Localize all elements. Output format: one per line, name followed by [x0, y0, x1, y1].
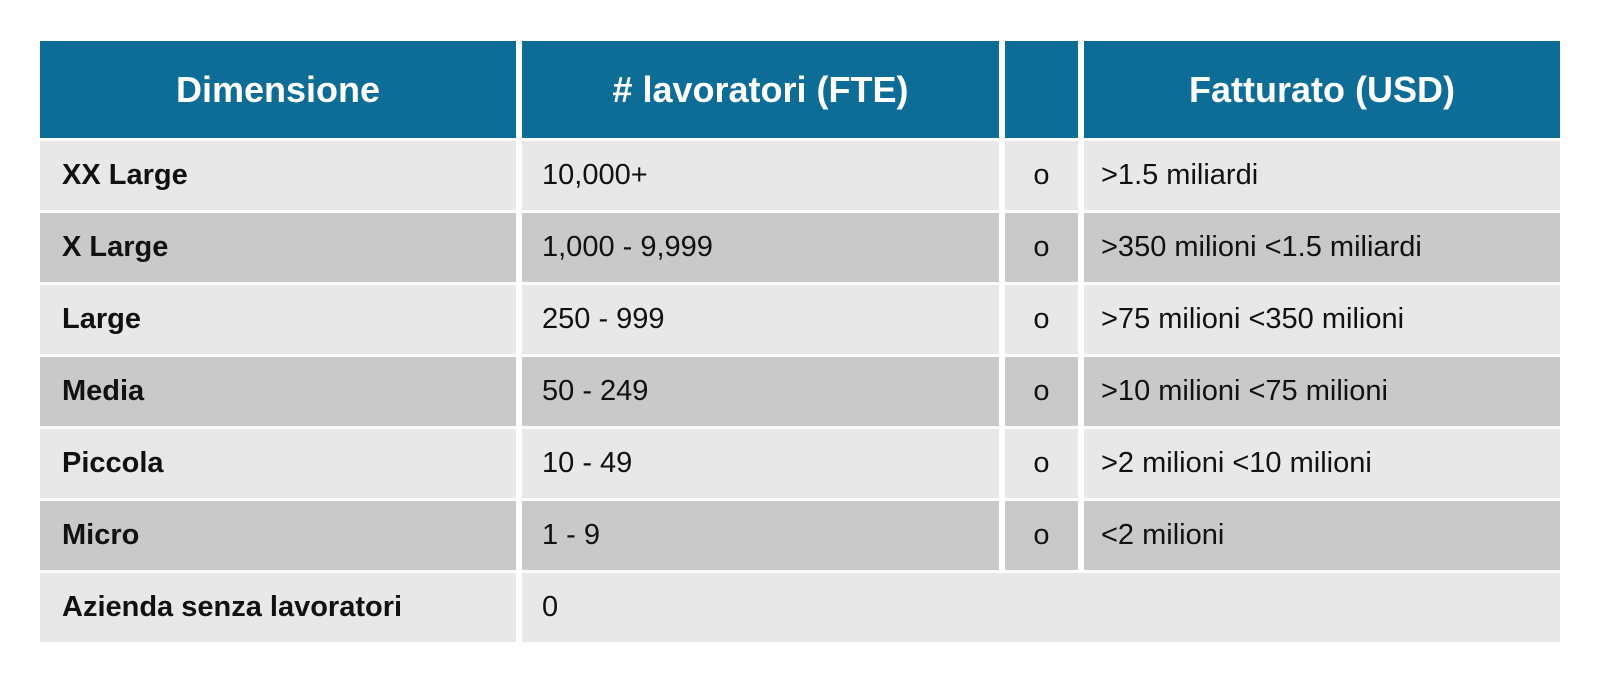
row-azienda-senza-lavoratori-lavoratori: 0	[522, 573, 1560, 642]
row-piccola-connector: o	[1005, 429, 1078, 498]
row-large-fatturato: >75 milioni <350 milioni	[1084, 285, 1560, 354]
row-xlarge-lavoratori: 1,000 - 9,999	[522, 213, 999, 282]
row-micro-fatturato: <2 milioni	[1084, 501, 1560, 570]
row-piccola-fatturato: >2 milioni <10 milioni	[1084, 429, 1560, 498]
row-micro-lavoratori: 1 - 9	[522, 501, 999, 570]
row-xxlarge-fatturato: >1.5 miliardi	[1084, 141, 1560, 210]
row-large-lavoratori: 250 - 999	[522, 285, 999, 354]
row-xlarge-dimensione: X Large	[40, 213, 516, 282]
row-media-connector: o	[1005, 357, 1078, 426]
row-xxlarge-connector: o	[1005, 141, 1078, 210]
row-piccola-dimensione: Piccola	[40, 429, 516, 498]
row-large-connector: o	[1005, 285, 1078, 354]
row-micro-dimensione: Micro	[40, 501, 516, 570]
row-xlarge-connector: o	[1005, 213, 1078, 282]
header-lavoratori-fte: # lavoratori (FTE)	[522, 41, 999, 138]
row-media-lavoratori: 50 - 249	[522, 357, 999, 426]
row-piccola-lavoratori: 10 - 49	[522, 429, 999, 498]
company-size-table: Dimensione # lavoratori (FTE) Fatturato …	[40, 41, 1560, 642]
row-xxlarge-lavoratori: 10,000+	[522, 141, 999, 210]
row-azienda-senza-lavoratori-dimensione: Azienda senza lavoratori	[40, 573, 516, 642]
row-xlarge-fatturato: >350 milioni <1.5 miliardi	[1084, 213, 1560, 282]
header-fatturato-usd: Fatturato (USD)	[1084, 41, 1560, 138]
header-connector-blank	[1005, 41, 1078, 138]
row-micro-connector: o	[1005, 501, 1078, 570]
row-media-dimensione: Media	[40, 357, 516, 426]
header-dimensione: Dimensione	[40, 41, 516, 138]
row-large-dimensione: Large	[40, 285, 516, 354]
row-xxlarge-dimensione: XX Large	[40, 141, 516, 210]
row-media-fatturato: >10 milioni <75 milioni	[1084, 357, 1560, 426]
